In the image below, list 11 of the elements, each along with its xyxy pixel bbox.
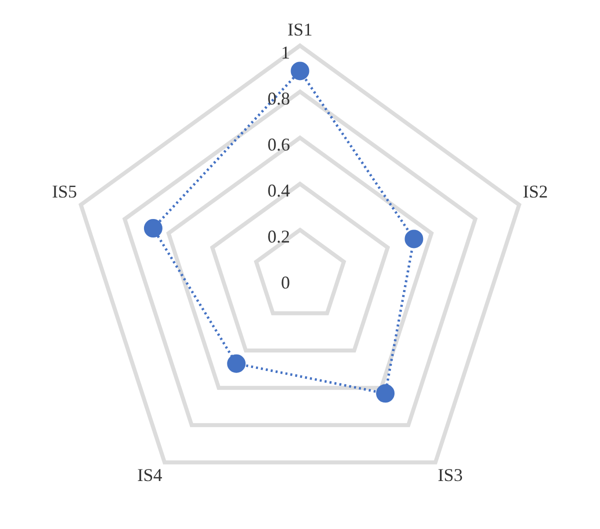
y-tick-label: 0.8 [268, 88, 290, 108]
y-tick-label: 0 [281, 272, 290, 293]
y-tick-label: 0.2 [268, 226, 290, 247]
y-tick-label: 0.6 [268, 134, 290, 154]
spoke-label: IS5 [52, 182, 78, 202]
spoke-label: IS3 [438, 465, 463, 486]
spoke-label: IS4 [137, 465, 162, 486]
spoke-label: IS1 [287, 20, 313, 40]
spoke-label: IS2 [522, 182, 548, 202]
y-tick-label: 1 [281, 42, 290, 62]
y-tick-label: 0.4 [268, 180, 290, 201]
